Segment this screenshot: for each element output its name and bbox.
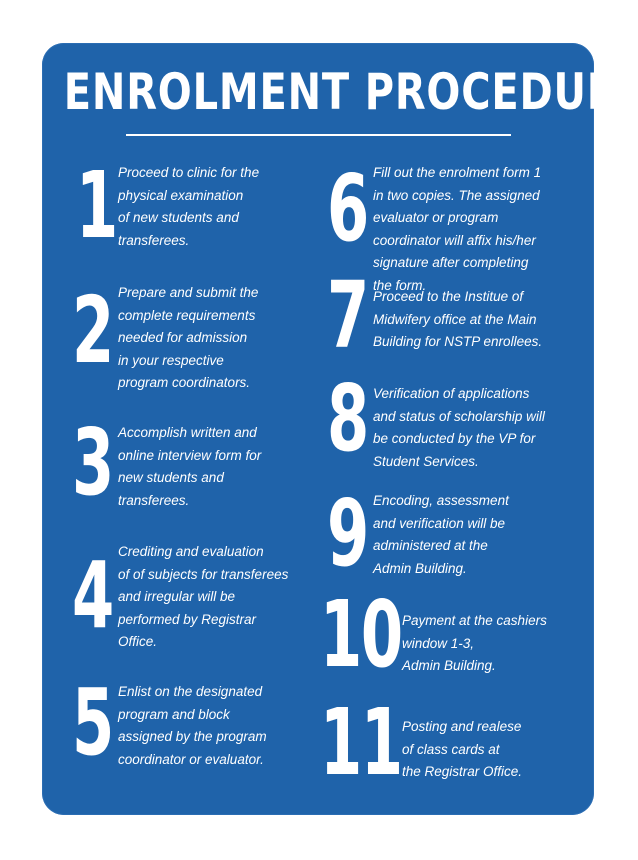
step-number: 11 [320,689,403,796]
step-number: 4 [72,542,114,649]
step-number: 5 [72,669,114,776]
step-text: Payment at the cashiers window 1-3, Admi… [402,613,547,674]
procedures-card [42,43,594,815]
title-divider [126,134,511,136]
step-number: 2 [72,277,114,384]
step-number: 10 [320,581,403,688]
step-number: 6 [327,155,369,262]
step-number: 3 [72,409,114,516]
step-text: Encoding, assessment and verification wi… [373,493,509,576]
step-text: Posting and realese of class cards at th… [402,719,523,780]
step-text: Fill out the enrolment form 1 in two cop… [373,165,542,293]
step-text: Crediting and evaluation of of subjects … [118,544,289,650]
step-text: Enlist on the designated program and blo… [118,684,267,767]
step-text: Verification of applications and status … [373,386,545,469]
page-title: ENROLMENT PROCEDURES [63,63,638,121]
step-text: Proceed to the Institue of Midwifery off… [373,289,543,350]
step-text: Prepare and submit the complete requirem… [118,285,259,391]
step-text: Accomplish written and online interview … [118,425,262,508]
step-number: 9 [327,480,369,587]
step-number: 1 [76,152,118,259]
step-number: 7 [327,262,369,369]
step-text: Proceed to clinic for the physical exami… [118,165,260,248]
step-number: 8 [327,365,369,472]
